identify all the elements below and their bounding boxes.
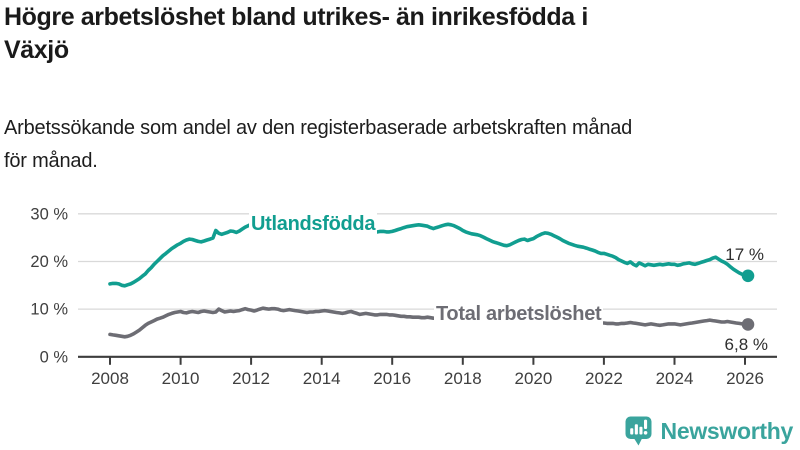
series-line-total-arbetsloshet [108,306,750,339]
subtitle-line-2: för månad. [4,150,98,172]
series-end-dot-utlandsfodda [741,269,755,283]
chart-subtitle: Arbetssökande som andel av den registerb… [4,112,796,178]
x-axis-tick-label: 2020 [514,369,552,388]
page-title: Högre arbetslöshet bland utrikes- än inr… [4,1,796,67]
x-axis-tick-label: 2018 [444,369,482,388]
end-value-label-utlandsfodda: 17 % [725,245,764,264]
x-axis-tick-label: 2008 [91,369,129,388]
y-axis-tick-label: 0 % [40,348,69,366]
series-label-utlandsfodda: Utlandsfödda [249,213,378,236]
x-axis-tick-label: 2014 [303,369,341,388]
title-line-2: Växjö [4,36,69,64]
end-value-label-total: 6,8 % [724,335,768,354]
x-axis-tick-label: 2010 [162,369,200,388]
chart-header: Högre arbetslöshet bland utrikes- än inr… [4,0,796,178]
x-axis-tick-label: 2024 [656,369,694,388]
x-axis-tick-label: 2022 [585,369,623,388]
series-end-dot-total-arbetsloshet [741,318,755,331]
x-axis-tick-label: 2016 [373,369,411,388]
x-axis-tick-label: 2026 [726,369,764,388]
y-axis-tick-label: 30 % [30,205,68,223]
series-line-utlandsfodda [108,222,750,288]
series-label-total-arbetsloshet: Total arbetslöshet [434,303,604,326]
subtitle-line-1: Arbetssökande som andel av den registerb… [4,117,633,139]
newsworthy-branding: Newsworthy [625,416,793,446]
y-axis-tick-label: 20 % [30,253,68,271]
x-axis-tick-label: 2012 [232,369,270,388]
newsworthy-logo-icon [625,416,652,446]
newsworthy-brand-name: Newsworthy [660,417,794,444]
title-line-1: Högre arbetslöshet bland utrikes- än inr… [4,3,588,31]
y-axis-tick-label: 10 % [30,301,68,319]
